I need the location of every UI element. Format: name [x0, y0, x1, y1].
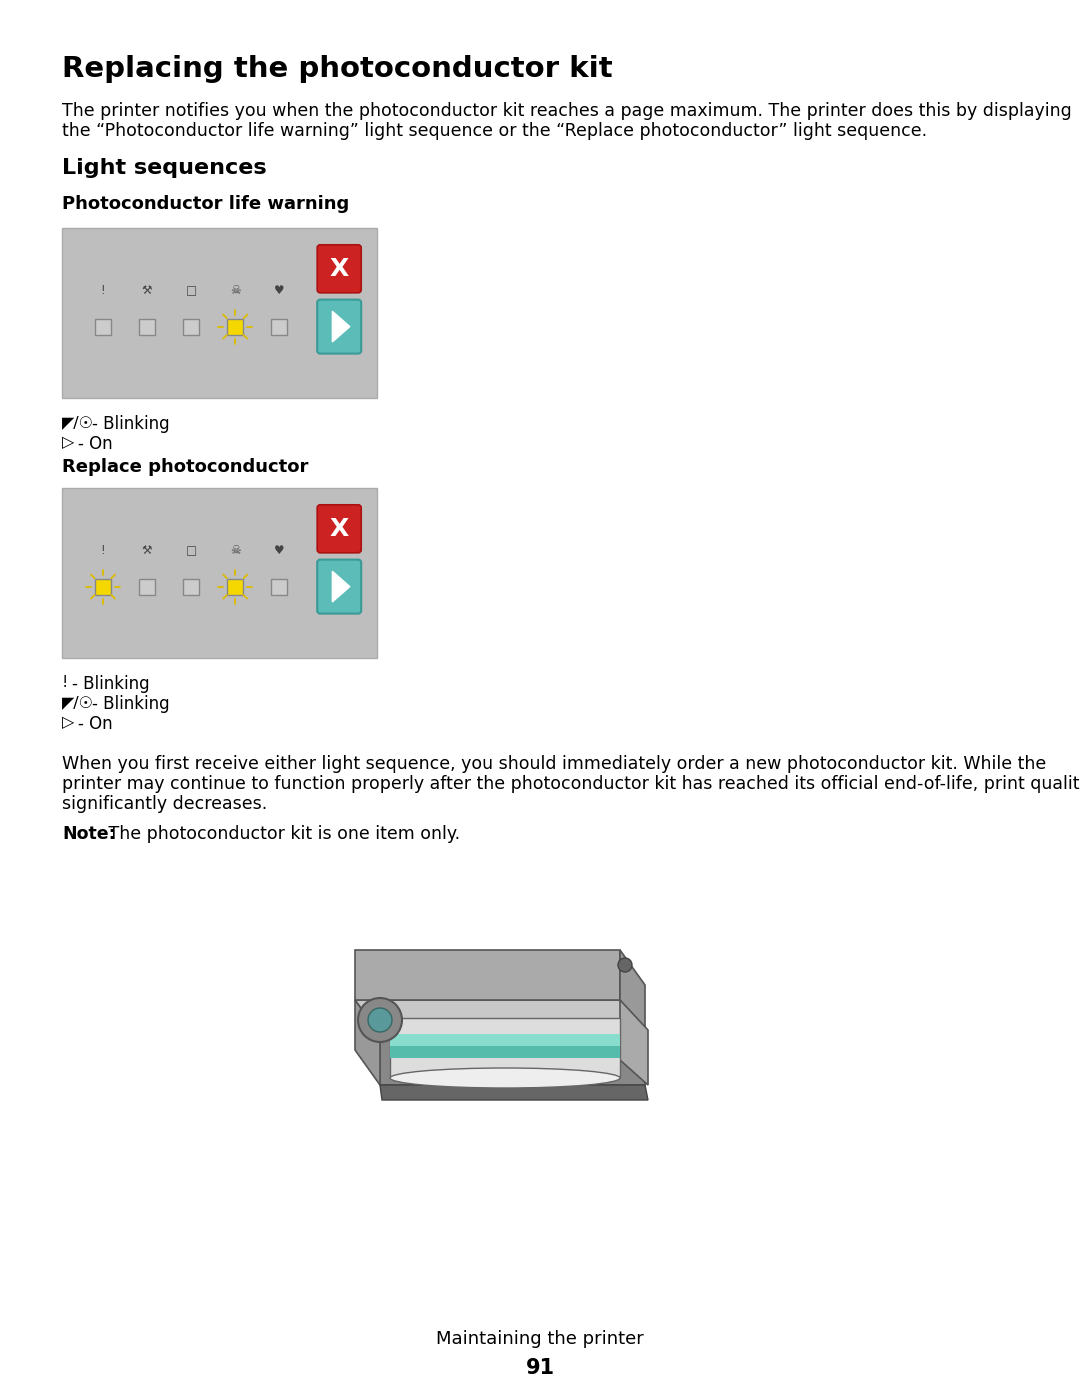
Text: the “Photoconductor life warning” light sequence or the “Replace photoconductor”: the “Photoconductor life warning” light …: [62, 122, 927, 140]
Text: Replacing the photoconductor kit: Replacing the photoconductor kit: [62, 54, 612, 82]
Text: 91: 91: [526, 1358, 554, 1377]
FancyBboxPatch shape: [318, 560, 361, 613]
Text: ☠: ☠: [230, 545, 241, 557]
Bar: [271, 578, 287, 595]
Circle shape: [618, 958, 632, 972]
Text: ♥: ♥: [274, 285, 285, 298]
Text: ◤/☉: ◤/☉: [62, 415, 94, 430]
Bar: [184, 578, 199, 595]
Text: ▷: ▷: [62, 434, 75, 450]
Bar: [390, 1034, 620, 1046]
Text: - Blinking: - Blinking: [92, 694, 170, 712]
Bar: [271, 319, 287, 335]
Text: - On: - On: [78, 434, 112, 453]
Text: X: X: [329, 517, 349, 541]
Text: □: □: [186, 285, 197, 298]
Bar: [62, 228, 377, 398]
Bar: [227, 578, 243, 595]
Bar: [139, 319, 156, 335]
Bar: [95, 578, 111, 595]
Text: - On: - On: [78, 715, 112, 733]
Text: The printer notifies you when the photoconductor kit reaches a page maximum. The: The printer notifies you when the photoc…: [62, 102, 1071, 120]
Polygon shape: [333, 312, 350, 342]
Ellipse shape: [390, 1067, 620, 1088]
Text: ☠: ☠: [230, 285, 241, 298]
Polygon shape: [620, 950, 645, 1035]
Text: ▷: ▷: [62, 715, 75, 731]
Text: ⚒: ⚒: [141, 545, 152, 557]
Text: X: X: [329, 257, 349, 281]
Polygon shape: [380, 1035, 645, 1085]
Circle shape: [368, 1009, 392, 1032]
Text: ⚒: ⚒: [141, 285, 152, 298]
FancyBboxPatch shape: [318, 299, 361, 353]
Text: significantly decreases.: significantly decreases.: [62, 795, 267, 813]
Bar: [95, 319, 111, 335]
Text: !: !: [100, 545, 105, 557]
Text: !: !: [62, 675, 68, 690]
Polygon shape: [380, 1085, 648, 1099]
Bar: [184, 319, 199, 335]
Text: Note:: Note:: [62, 826, 116, 842]
Text: ♥: ♥: [274, 545, 285, 557]
Text: printer may continue to function properly after the photoconductor kit has reach: printer may continue to function properl…: [62, 775, 1080, 793]
Text: When you first receive either light sequence, you should immediately order a new: When you first receive either light sequ…: [62, 754, 1047, 773]
Text: The photoconductor kit is one item only.: The photoconductor kit is one item only.: [103, 826, 460, 842]
Text: Photoconductor life warning: Photoconductor life warning: [62, 196, 349, 212]
FancyBboxPatch shape: [318, 244, 361, 293]
Bar: [390, 1018, 620, 1078]
Polygon shape: [355, 1000, 380, 1085]
Polygon shape: [620, 1000, 648, 1085]
Circle shape: [357, 997, 402, 1042]
Bar: [227, 319, 243, 335]
Text: Light sequences: Light sequences: [62, 158, 267, 177]
Text: !: !: [100, 285, 105, 298]
Polygon shape: [355, 950, 620, 1000]
Polygon shape: [355, 1000, 645, 1035]
Text: Maintaining the printer: Maintaining the printer: [436, 1330, 644, 1348]
Bar: [62, 488, 377, 658]
Text: □: □: [186, 545, 197, 557]
Bar: [139, 578, 156, 595]
Bar: [390, 1046, 620, 1058]
Text: - Blinking: - Blinking: [92, 415, 170, 433]
Text: ◤/☉: ◤/☉: [62, 694, 94, 710]
Polygon shape: [333, 571, 350, 602]
Text: - Blinking: - Blinking: [72, 675, 150, 693]
Text: Replace photoconductor: Replace photoconductor: [62, 458, 309, 476]
FancyBboxPatch shape: [318, 504, 361, 553]
